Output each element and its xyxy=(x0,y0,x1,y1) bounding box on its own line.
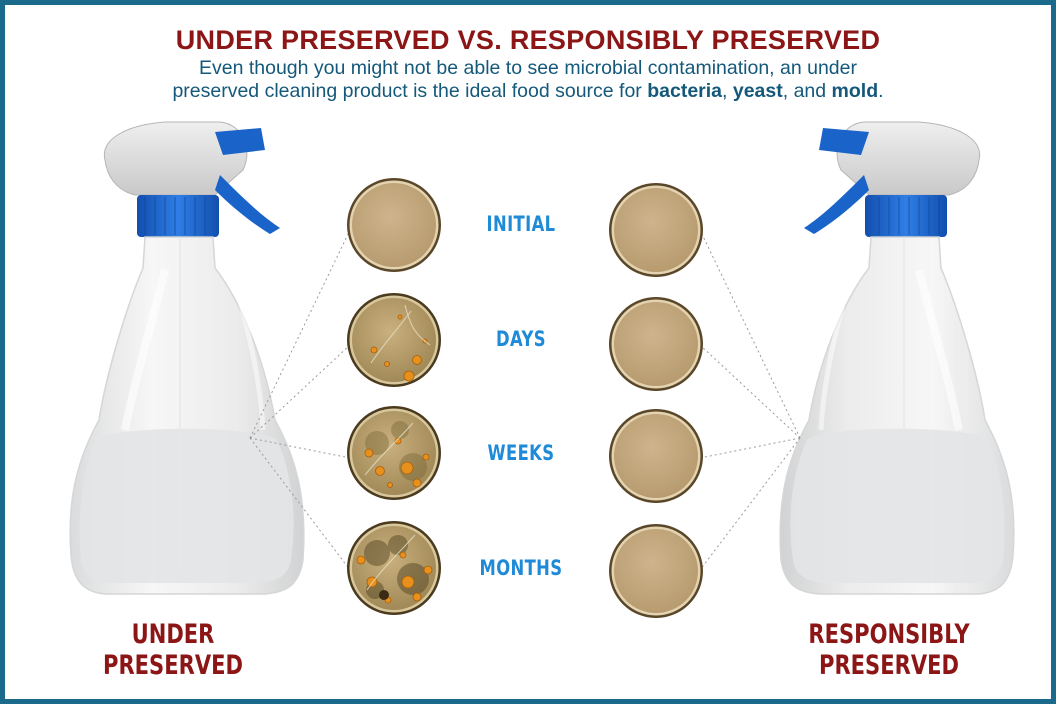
right-label-line2: PRESERVED xyxy=(819,650,959,681)
petri-dish-icon-right-months xyxy=(609,524,703,618)
subtitle-line2-prefix: preserved cleaning product is the ideal … xyxy=(172,80,648,102)
petri-dish-icon-right-weeks xyxy=(609,409,703,503)
left-label-line1: UNDER xyxy=(131,619,215,650)
term-mold: mold xyxy=(831,80,879,102)
petri-dish-icon-right-days xyxy=(609,297,703,391)
subtitle-line1: Even though you might not be able to see… xyxy=(198,57,857,79)
petri-dish-icon-left-weeks xyxy=(347,406,441,500)
left-label-line2: PRESERVED xyxy=(103,650,243,681)
illustration xyxy=(5,5,1051,618)
stage-label-weeks: WEEKS xyxy=(487,441,555,465)
subtitle: Even though you might not be able to see… xyxy=(172,57,884,102)
stage-label-initial: INITIAL xyxy=(486,212,556,236)
right-label-line1: RESPONSIBLY xyxy=(808,619,970,650)
petri-dish-icon-right-initial xyxy=(609,183,703,277)
petri-dish-icon-left-days xyxy=(347,293,441,387)
petri-dish-icon-left-initial xyxy=(347,178,441,272)
spray-bottle-icon-left xyxy=(70,122,304,594)
term-bacteria: bacteria xyxy=(647,80,723,102)
right-label: RESPONSIBLY PRESERVED xyxy=(799,619,978,681)
left-label: UNDER PRESERVED xyxy=(103,619,243,681)
term-yeast: yeast xyxy=(732,80,783,102)
title: UNDER PRESERVED VS. RESPONSIBLY PRESERVE… xyxy=(175,25,881,55)
stage-label-months: MONTHS xyxy=(479,556,563,580)
petri-dish-icon-left-months xyxy=(347,521,441,615)
spray-bottle-icon-right xyxy=(780,122,1014,594)
stage-label-days: DAYS xyxy=(496,327,546,351)
connector-lines xyxy=(249,229,801,571)
